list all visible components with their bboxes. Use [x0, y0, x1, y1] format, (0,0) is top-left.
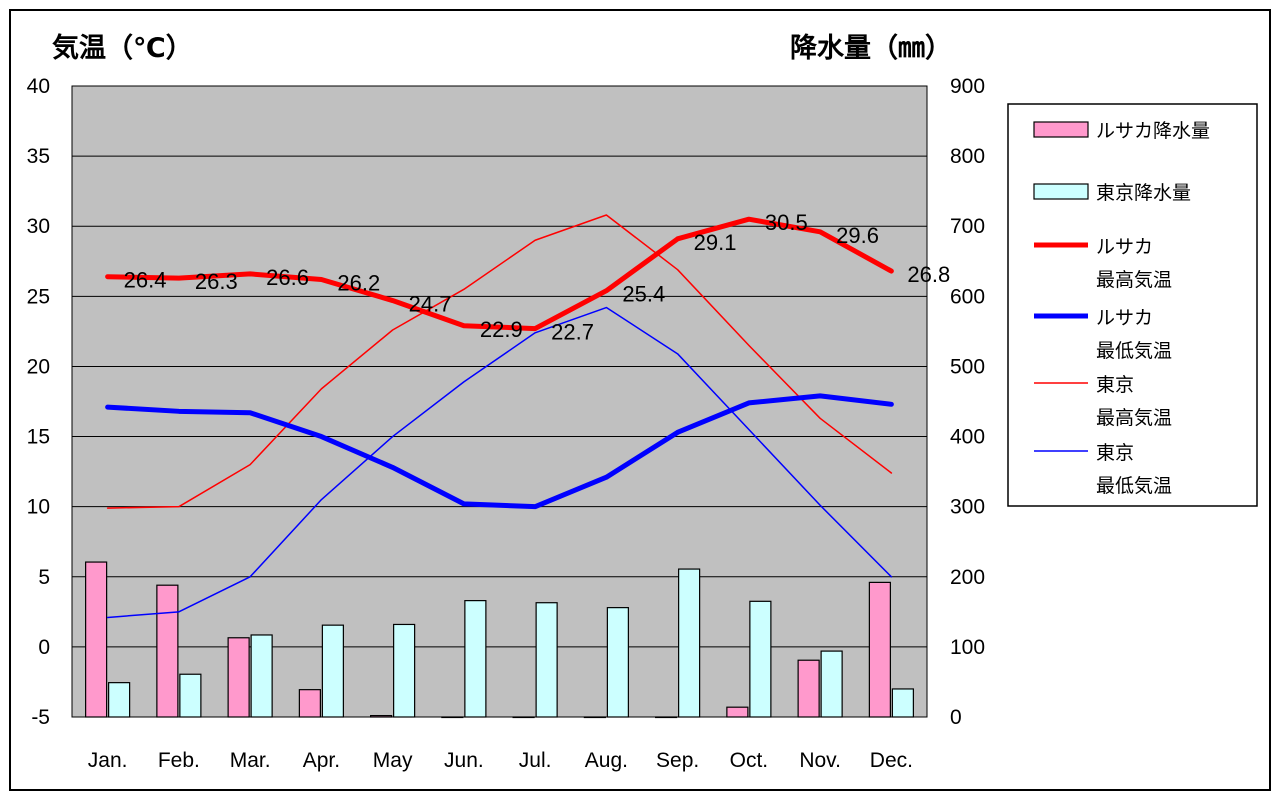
data-label: 25.4 [622, 282, 665, 307]
lusaka-precip-bar [85, 561, 108, 718]
tokyo-precip-bar [108, 682, 131, 718]
data-label: 26.2 [337, 271, 380, 296]
lusaka-max-temp-line [105, 216, 894, 332]
y-left-tick-label: 15 [27, 426, 50, 449]
tokyo-precip-bar [464, 600, 487, 718]
tokyo-precip-bar [321, 624, 344, 718]
lusaka-precip-bar [868, 581, 891, 718]
x-tick-label: Jan. [88, 749, 128, 772]
x-tick-label: Oct. [730, 749, 769, 772]
y-left-tick-label: 40 [27, 75, 50, 98]
data-label: 22.7 [551, 320, 594, 345]
y-right-tick-label: 500 [950, 355, 985, 378]
data-label: 26.8 [907, 262, 950, 287]
y-left-tick-label: 25 [27, 285, 50, 308]
lusaka-precip-bar [797, 659, 820, 718]
lusaka-precip-bar [512, 716, 535, 719]
y-left-tick-label: 30 [27, 215, 50, 238]
y-right-axis-title: 降水量（㎜） [790, 33, 952, 64]
legend-lusaka-precip-label: ルサカ降水量 [1096, 120, 1210, 142]
x-tick-label: Feb. [158, 749, 200, 772]
lusaka-min-temp-line [105, 393, 894, 510]
y-left-tick-label: 0 [38, 636, 50, 659]
y-right-tick-label: 300 [950, 496, 985, 519]
x-tick-label: Dec. [870, 749, 913, 772]
lusaka-precip-bar [298, 689, 321, 718]
y-right-tick-label: 800 [950, 145, 985, 168]
data-label: 22.9 [480, 317, 523, 342]
tokyo-precip-bar [606, 607, 629, 718]
legend-tokyo-max-label: 東京 [1096, 374, 1134, 396]
y-right-tick-label: 200 [950, 566, 985, 589]
y-left-tick-label: 10 [27, 496, 50, 519]
tokyo-precip-bar [250, 634, 273, 718]
legend-tokyo-precip-label: 東京降水量 [1096, 182, 1191, 204]
tokyo-precip-bar [749, 600, 772, 718]
lusaka-precip-bar [370, 714, 393, 718]
legend-lusaka-max-label: ルサカ [1096, 236, 1153, 258]
plot-area [71, 85, 928, 718]
data-label: 29.1 [694, 230, 737, 255]
x-tick-label: Nov. [799, 749, 841, 772]
data-label: 24.7 [409, 292, 452, 317]
x-tick-label: Apr. [303, 749, 340, 772]
legend-tokyo-min-label: 東京 [1096, 442, 1134, 464]
lusaka-precip-bar [726, 706, 749, 718]
tokyo-precip-bar [179, 673, 202, 718]
y-right-tick-label: 600 [950, 285, 985, 308]
tokyo-precip-bar [678, 568, 701, 718]
legend-lusaka-min-label: 最低気温 [1096, 340, 1172, 362]
x-tick-label: Jun. [444, 749, 484, 772]
y-right-tick-label: 400 [950, 426, 985, 449]
legend-lusaka-min-label: ルサカ [1096, 307, 1153, 329]
y-right-tick-label: 100 [950, 636, 985, 659]
legend-lusaka-max-label: 最高気温 [1096, 269, 1172, 291]
data-label: 26.3 [195, 269, 238, 294]
lusaka-precip-bar [441, 716, 464, 719]
y-left-tick-label: 20 [27, 355, 50, 378]
tokyo-precip-bar [535, 602, 558, 718]
y-left-tick-label: 35 [27, 145, 50, 168]
legend-box [1007, 103, 1258, 507]
x-tick-label: Sep. [656, 749, 699, 772]
y-right-tick-label: 0 [950, 706, 962, 729]
x-tick-label: Jul. [519, 749, 552, 772]
data-label: 26.6 [266, 265, 309, 290]
tokyo-max-temp-line [106, 214, 893, 509]
legend-tokyo-precip-swatch [1033, 183, 1089, 200]
tokyo-precip-bar [820, 650, 843, 718]
lusaka-precip-bar [156, 584, 179, 718]
y-left-tick-label: -5 [31, 706, 50, 729]
tokyo-precip-bar [393, 623, 416, 718]
x-tick-label: Mar. [230, 749, 271, 772]
legend-tokyo-min-label: 最低気温 [1096, 475, 1172, 497]
y-left-tick-label: 5 [38, 566, 50, 589]
y-right-tick-label: 700 [950, 215, 985, 238]
y-right-tick-label: 900 [950, 75, 985, 98]
x-tick-label: Aug. [585, 749, 628, 772]
data-label: 30.5 [765, 210, 808, 235]
tokyo-precip-bar [891, 688, 914, 718]
y-left-axis-title: 気温（℃） [52, 32, 193, 64]
data-label: 26.4 [124, 268, 167, 293]
x-tick-label: May [373, 749, 413, 772]
legend-tokyo-max-label: 最高気温 [1096, 407, 1172, 429]
tokyo-min-temp-line [106, 306, 893, 619]
legend-lusaka-precip-swatch [1033, 121, 1089, 138]
lusaka-precip-bar [583, 716, 606, 719]
lusaka-precip-bar [655, 716, 678, 719]
lusaka-precip-bar [227, 637, 250, 718]
data-label: 29.6 [836, 223, 879, 248]
